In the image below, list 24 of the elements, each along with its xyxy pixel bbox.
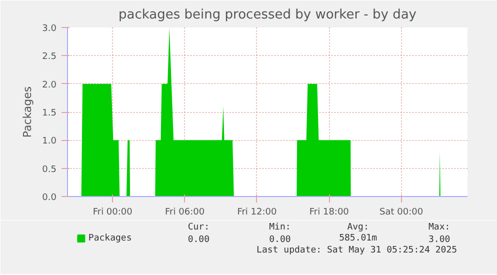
y-axis-title: Packages: [21, 86, 34, 138]
legend-label: Packages: [88, 234, 132, 244]
y-tick-label: 2.0: [42, 80, 57, 90]
y-tick-label: 0.5: [42, 164, 57, 175]
y-tick-label: 1.0: [42, 136, 57, 147]
chart-title: packages being processed by worker - by day: [118, 8, 417, 22]
x-tick-label: Fri 06:00: [165, 208, 205, 218]
x-tick-label: Sat 00:00: [380, 208, 424, 218]
text: Max:: [428, 222, 450, 232]
text: Cur:: [188, 222, 210, 232]
text: 0.00: [188, 235, 210, 245]
text: 3.00: [428, 235, 450, 245]
text: Min:: [269, 222, 291, 232]
y-tick-label: 3.0: [42, 24, 57, 34]
text: Avg:: [347, 222, 369, 232]
y-tick-label: 2.5: [42, 52, 57, 62]
x-tick-label: Fri 12:00: [237, 208, 278, 218]
text: Last update: Sat May 31 05:25:24 2025: [256, 246, 458, 256]
y-tick-label: 1.5: [42, 108, 57, 118]
text: 585.01m: [339, 234, 378, 244]
x-tick-label: Fri 00:00: [92, 208, 133, 218]
text: 0.00: [269, 235, 291, 245]
x-tick-label: Fri 18:00: [309, 208, 350, 218]
y-tick-label: 0.0: [42, 193, 57, 203]
